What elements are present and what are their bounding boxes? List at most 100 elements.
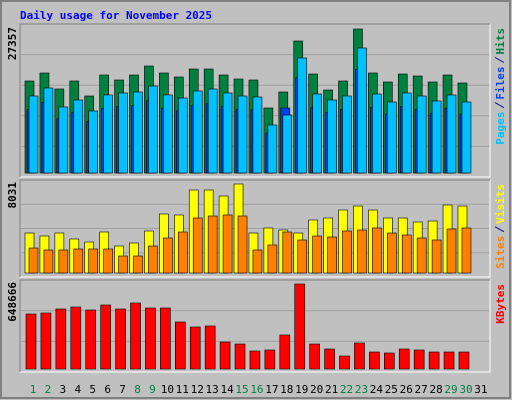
panel-shadow [19, 179, 490, 277]
bar [73, 248, 84, 274]
bar [416, 95, 427, 174]
bar [28, 95, 39, 174]
x-tick-label: 24 [370, 383, 384, 396]
x-tick-label: 21 [325, 383, 338, 396]
x-tick-label: 28 [429, 383, 442, 396]
bar [458, 351, 470, 370]
legend-separator [494, 57, 505, 63]
bar [103, 248, 113, 274]
x-tick-label: 29 [444, 383, 457, 396]
bar [70, 306, 82, 370]
bar [103, 94, 113, 174]
bar [282, 231, 293, 274]
bar [369, 351, 380, 370]
legend-entry: Visits [494, 184, 507, 224]
bar [163, 237, 173, 274]
bar [178, 231, 188, 274]
bar [100, 304, 111, 370]
bar [267, 124, 278, 174]
bar [387, 101, 397, 174]
bar [58, 249, 69, 274]
bar [25, 313, 37, 370]
bar [357, 47, 367, 174]
bar [58, 106, 69, 174]
bar [342, 95, 352, 174]
bar [446, 94, 457, 174]
bar [264, 349, 276, 370]
bar [28, 247, 39, 274]
bar [324, 348, 335, 370]
legend-separator [494, 102, 505, 109]
bar [88, 248, 99, 274]
bar [118, 255, 128, 274]
bar [160, 307, 171, 370]
bar [234, 343, 246, 370]
bar [189, 326, 201, 370]
legend: KBytes [494, 284, 507, 324]
bar [204, 325, 216, 370]
bar [413, 349, 425, 370]
bar [401, 234, 412, 274]
panel-shadow [19, 279, 490, 372]
bar [133, 91, 143, 174]
x-tick-label: 30 [459, 383, 472, 396]
bar [398, 348, 410, 370]
y-tick-label: 8031 [6, 182, 19, 209]
bar [279, 334, 291, 370]
legend-entry: Hits [494, 28, 507, 55]
bar [309, 343, 320, 370]
bar [207, 88, 218, 174]
bar [219, 341, 231, 370]
chart-title: Daily usage for November 2025 [20, 9, 212, 22]
bar [222, 214, 233, 274]
x-tick-label: 7 [119, 383, 126, 396]
bar [416, 237, 427, 274]
bar [237, 215, 248, 274]
bar [118, 92, 128, 174]
bar [178, 97, 188, 174]
bar [431, 239, 442, 274]
legend: Pages Files Hits [494, 28, 507, 145]
bar [339, 355, 350, 370]
bar [43, 87, 54, 174]
bar [43, 249, 54, 274]
bar [237, 95, 248, 174]
x-tick-label: 11 [176, 383, 189, 396]
x-tick-label: 18 [280, 383, 293, 396]
bar [384, 352, 395, 370]
panel-shadow [19, 23, 490, 177]
x-tick-label: 3 [60, 383, 67, 396]
bar [148, 85, 158, 174]
legend: Sites Visits [494, 184, 507, 269]
bar [222, 92, 233, 174]
bar [431, 100, 442, 174]
bar [372, 227, 382, 274]
bar [327, 236, 337, 274]
legend-entry: KBytes [494, 284, 507, 324]
x-tick-label: 5 [89, 383, 96, 396]
x-tick-label: 13 [206, 383, 219, 396]
x-tick-label: 10 [161, 383, 174, 396]
x-tick-label: 4 [74, 383, 81, 396]
bar [372, 93, 382, 174]
bar [192, 217, 203, 274]
bar [207, 215, 218, 274]
bar [249, 350, 261, 370]
x-tick-label: 27 [415, 383, 428, 396]
x-tick-label: 2 [45, 383, 52, 396]
bar [297, 57, 308, 174]
bar [252, 249, 263, 274]
x-tick-label: 23 [355, 383, 368, 396]
x-tick-label: 19 [295, 383, 308, 396]
y-tick-label: 27357 [6, 27, 19, 60]
x-tick-label: 31 [474, 383, 487, 396]
x-tick-label: 22 [340, 383, 353, 396]
bar [40, 312, 52, 370]
bar [55, 308, 67, 370]
x-tick-label: 15 [235, 383, 248, 396]
legend-entry: Pages [494, 112, 507, 145]
bar [130, 302, 141, 370]
bar [354, 342, 365, 370]
